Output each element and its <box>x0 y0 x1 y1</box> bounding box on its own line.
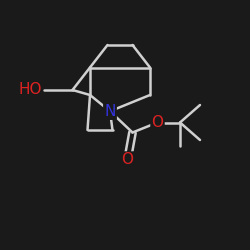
Text: O: O <box>152 115 164 130</box>
Text: O: O <box>122 152 134 168</box>
Text: HO: HO <box>18 82 42 98</box>
Text: N: N <box>104 104 116 119</box>
